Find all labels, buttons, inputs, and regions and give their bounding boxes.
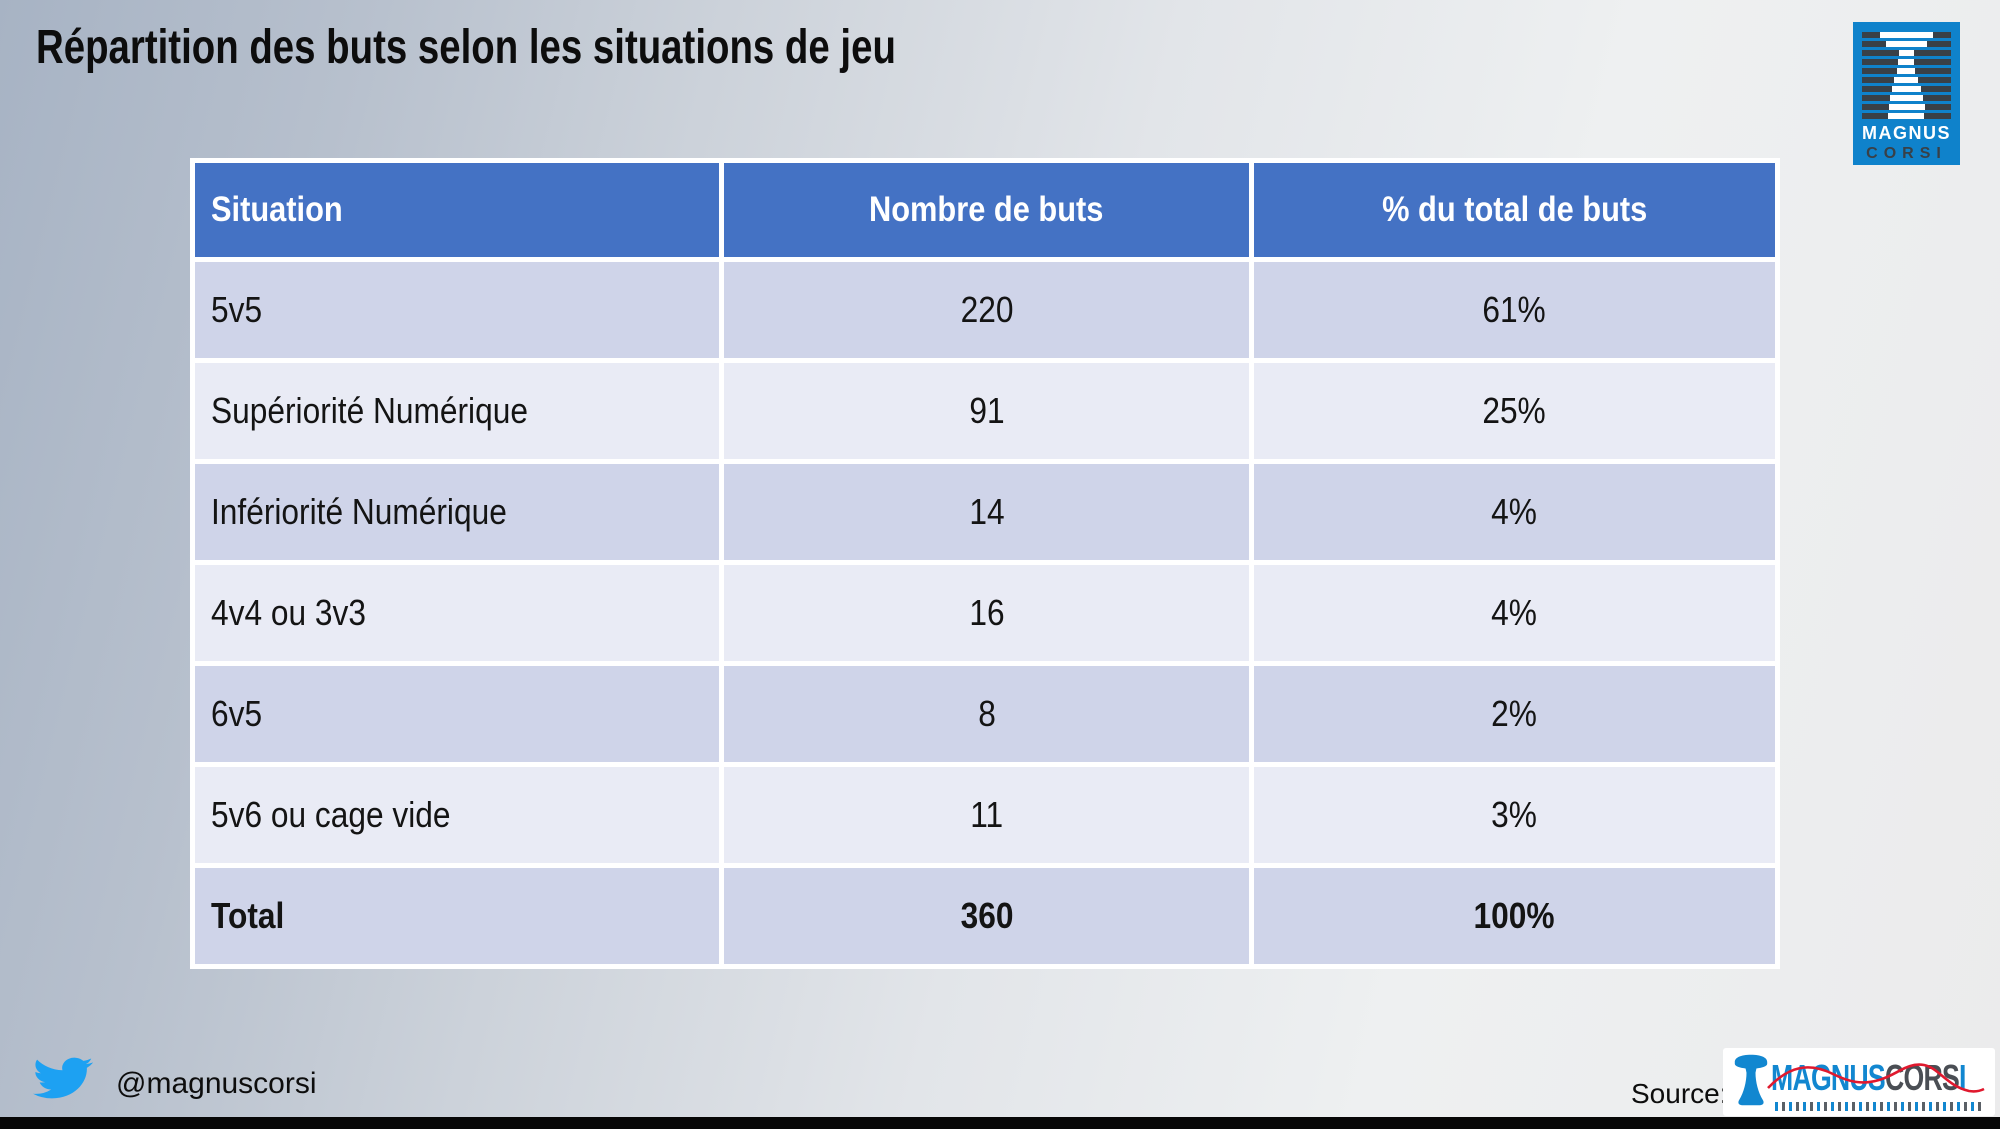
goals-table: Situation Nombre de buts % du total de b… <box>189 158 1781 969</box>
bottom-black-bar <box>0 1117 2000 1129</box>
cell-situation: 6v5 <box>189 661 725 767</box>
cell-buts: 11 <box>719 762 1254 868</box>
cell-buts: 360 <box>719 863 1254 969</box>
source-label: Source: <box>1631 1078 1728 1109</box>
glass-glyph-icon <box>1734 1054 1768 1106</box>
page-title: Répartition des buts selon les situation… <box>36 20 1111 75</box>
cell-situation: 5v6 ou cage vide <box>189 762 725 868</box>
twitter-bird-icon <box>33 1057 93 1099</box>
table-total-row: Total 360 100% <box>189 863 1781 969</box>
cell-pct: 61% <box>1248 257 1781 363</box>
magnus-corsi-source-logo: MAGNUSCORSI <box>1723 1048 1995 1116</box>
logo-text-magnus: MAGNUS <box>1862 123 1951 143</box>
table-row: Infériorité Numérique 14 4% <box>189 459 1781 565</box>
twitter-handle: @magnuscorsi <box>116 1067 317 1100</box>
col-header-pct: % du total de buts <box>1248 158 1781 262</box>
cell-situation: Supériorité Numérique <box>189 358 725 464</box>
logo-text-corsi: CORSI <box>1866 145 1947 162</box>
cell-buts: 14 <box>719 459 1254 565</box>
cell-situation: 5v5 <box>189 257 725 363</box>
brand-cors: CORS <box>1884 1057 1960 1098</box>
table-row: Supériorité Numérique 91 25% <box>189 358 1781 464</box>
cell-pct: 3% <box>1248 762 1781 868</box>
col-header-nombre: Nombre de buts <box>719 158 1254 262</box>
table-row: 6v5 8 2% <box>189 661 1781 767</box>
brand-i: I <box>1958 1057 1966 1098</box>
cell-buts: 220 <box>719 257 1254 363</box>
cell-pct: 4% <box>1248 459 1781 565</box>
logo-stripes-icon <box>1862 32 1951 119</box>
cell-pct: 100% <box>1248 863 1781 969</box>
cell-pct: 4% <box>1248 560 1781 666</box>
tick-marks-icon <box>1775 1102 1983 1111</box>
cell-buts: 91 <box>719 358 1254 464</box>
cell-situation: Infériorité Numérique <box>189 459 725 565</box>
table-header-row: Situation Nombre de buts % du total de b… <box>189 158 1781 262</box>
table-row: 5v5 220 61% <box>189 257 1781 363</box>
cell-situation: 4v4 ou 3v3 <box>189 560 725 666</box>
magnus-corsi-logo: MAGNUS CORSI <box>1853 22 1960 165</box>
page-title-text: Répartition des buts selon les situation… <box>36 21 896 74</box>
table-row: 5v6 ou cage vide 11 3% <box>189 762 1781 868</box>
brand-wordmark: MAGNUSCORSI <box>1771 1057 1966 1099</box>
cell-buts: 16 <box>719 560 1254 666</box>
cell-buts: 8 <box>719 661 1254 767</box>
brand-magnus: MAGNUS <box>1771 1057 1886 1098</box>
cell-pct: 2% <box>1248 661 1781 767</box>
table-row: 4v4 ou 3v3 16 4% <box>189 560 1781 666</box>
cell-pct: 25% <box>1248 358 1781 464</box>
cell-situation: Total <box>189 863 725 969</box>
col-header-situation: Situation <box>189 158 725 262</box>
